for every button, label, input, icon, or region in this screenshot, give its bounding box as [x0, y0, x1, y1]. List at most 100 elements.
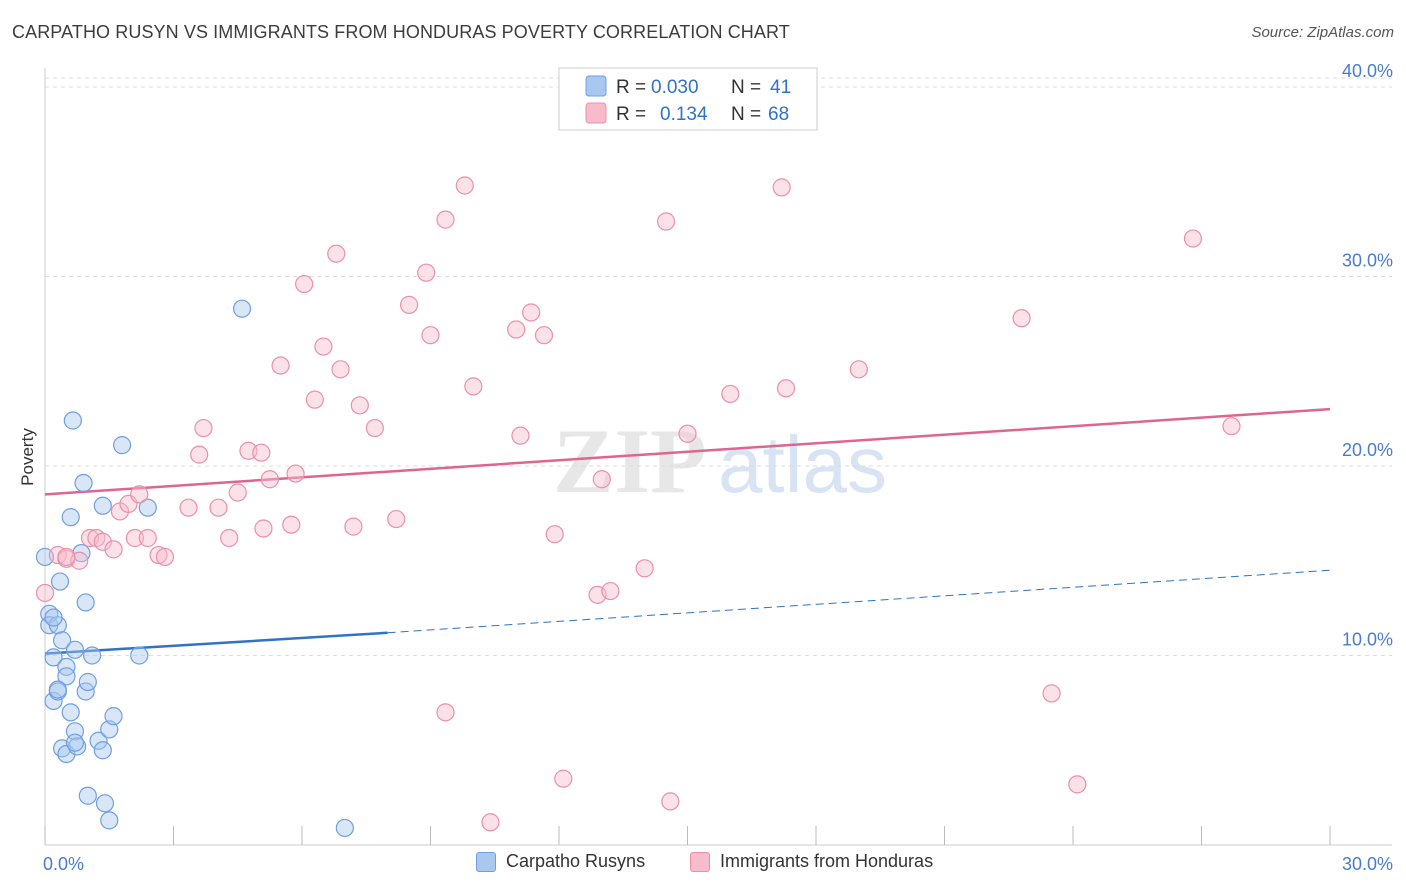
- point-pink-14: [155, 547, 175, 567]
- point-pink-37: [399, 295, 419, 314]
- point-blue-23: [78, 672, 97, 692]
- point-blue-35: [138, 498, 157, 517]
- point-pink-50: [554, 769, 573, 788]
- point-blue-25: [78, 786, 97, 805]
- trend-line-blue-dashed: [387, 569, 1331, 634]
- legend-swatch-blue: [585, 75, 607, 97]
- point-pink-17: [190, 445, 209, 464]
- bottom-legend-item-honduras: Immigrants from Honduras: [690, 851, 933, 872]
- point-pink-66: [1222, 417, 1241, 436]
- point-pink-31: [327, 244, 346, 263]
- point-pink-46: [511, 426, 530, 445]
- point-blue-28: [93, 741, 112, 760]
- point-pink-16: [194, 418, 213, 438]
- x-tick-label-0: 0.0%: [43, 854, 84, 874]
- axes: [44, 68, 1392, 846]
- point-pink-38: [417, 263, 436, 282]
- point-pink-11: [125, 528, 145, 548]
- y-tick-label-0: 10.0%: [1342, 629, 1393, 649]
- point-pink-27: [286, 464, 305, 483]
- point-pink-40: [436, 703, 455, 722]
- source-label: Source: ZipAtlas.com: [1251, 24, 1394, 41]
- point-blue-4: [44, 691, 63, 711]
- point-blue-14: [63, 411, 82, 430]
- y-tick-label-3: 40.0%: [1342, 61, 1393, 81]
- point-pink-61: [849, 360, 868, 379]
- point-blue-38: [48, 680, 67, 699]
- point-pink-67: [57, 547, 76, 567]
- bottom-legend: Carpatho Rusyns Immigrants from Honduras: [0, 851, 1406, 879]
- bottom-legend-label-honduras: Immigrants from Honduras: [720, 851, 934, 871]
- point-pink-47: [522, 303, 541, 322]
- point-pink-32: [331, 360, 350, 379]
- point-blue-36: [232, 299, 252, 318]
- point-pink-0: [35, 583, 55, 603]
- legend-r-value-2: 0.134: [660, 104, 708, 125]
- point-pink-7: [104, 540, 123, 559]
- point-pink-52: [592, 470, 611, 489]
- data-points: [35, 176, 1241, 838]
- point-blue-31: [100, 811, 119, 830]
- point-pink-55: [656, 212, 676, 231]
- point-blue-27: [93, 496, 112, 515]
- point-pink-10: [130, 485, 149, 504]
- legend-n-label-2: N =: [731, 104, 761, 125]
- point-pink-30: [314, 337, 333, 356]
- point-pink-33: [344, 517, 363, 536]
- point-pink-56: [661, 792, 680, 811]
- point-pink-19: [220, 528, 239, 548]
- point-pink-29: [305, 390, 324, 409]
- point-blue-18: [61, 508, 80, 527]
- chart-title: CARPATHO RUSYN VS IMMIGRANTS FROM HONDUR…: [12, 22, 790, 42]
- point-blue-13: [61, 703, 80, 722]
- point-pink-6: [93, 532, 112, 551]
- point-pink-36: [387, 509, 406, 529]
- legend-n-value-1: 41: [770, 77, 791, 98]
- watermark-atlas: atlas: [718, 420, 887, 509]
- point-pink-44: [481, 813, 500, 832]
- point-pink-35: [365, 418, 384, 438]
- legend-r-label-2: R =: [616, 104, 646, 125]
- point-pink-43: [464, 377, 483, 396]
- point-pink-57: [678, 424, 697, 443]
- point-pink-60: [776, 379, 796, 398]
- point-pink-13: [149, 545, 168, 565]
- point-pink-20: [228, 483, 247, 502]
- point-pink-34: [350, 396, 369, 415]
- point-blue-15: [65, 640, 85, 659]
- legend-r-value-1: 0.030: [651, 77, 699, 98]
- trend-lines: [44, 407, 1331, 655]
- legend-swatch-pink: [585, 102, 607, 124]
- y-tick-label-2: 30.0%: [1342, 250, 1393, 270]
- point-pink-26: [282, 515, 301, 534]
- point-blue-32: [104, 707, 123, 726]
- legend-n-value-2: 68: [768, 104, 789, 125]
- point-pink-63: [1042, 684, 1061, 703]
- point-pink-42: [455, 176, 474, 195]
- point-blue-40: [65, 733, 85, 752]
- watermark-zip: ZIP: [553, 410, 706, 512]
- x-tick-labels: 0.0% 30.0%: [43, 854, 1393, 874]
- point-blue-21: [76, 593, 95, 612]
- point-pink-54: [635, 559, 654, 578]
- point-blue-7: [50, 572, 70, 591]
- point-pink-15: [179, 498, 198, 517]
- trend-line-blue-solid: [44, 631, 388, 655]
- point-blue-39: [44, 608, 63, 627]
- point-pink-48: [534, 326, 554, 345]
- legend-n-label-1: N =: [731, 77, 761, 98]
- point-blue-11: [57, 667, 76, 686]
- trend-line-pink: [44, 407, 1331, 496]
- point-pink-59: [772, 178, 791, 197]
- point-blue-9: [53, 631, 72, 650]
- y-tick-label-1: 20.0%: [1342, 440, 1393, 460]
- point-pink-45: [507, 320, 526, 339]
- point-pink-39: [421, 326, 440, 345]
- bottom-legend-swatch-pink: [690, 851, 710, 872]
- y-axis-title: Poverty: [18, 428, 37, 486]
- point-blue-26: [89, 731, 108, 750]
- x-tick-label-1: 30.0%: [1342, 854, 1393, 874]
- point-pink-28: [295, 274, 314, 294]
- point-pink-53: [601, 581, 620, 601]
